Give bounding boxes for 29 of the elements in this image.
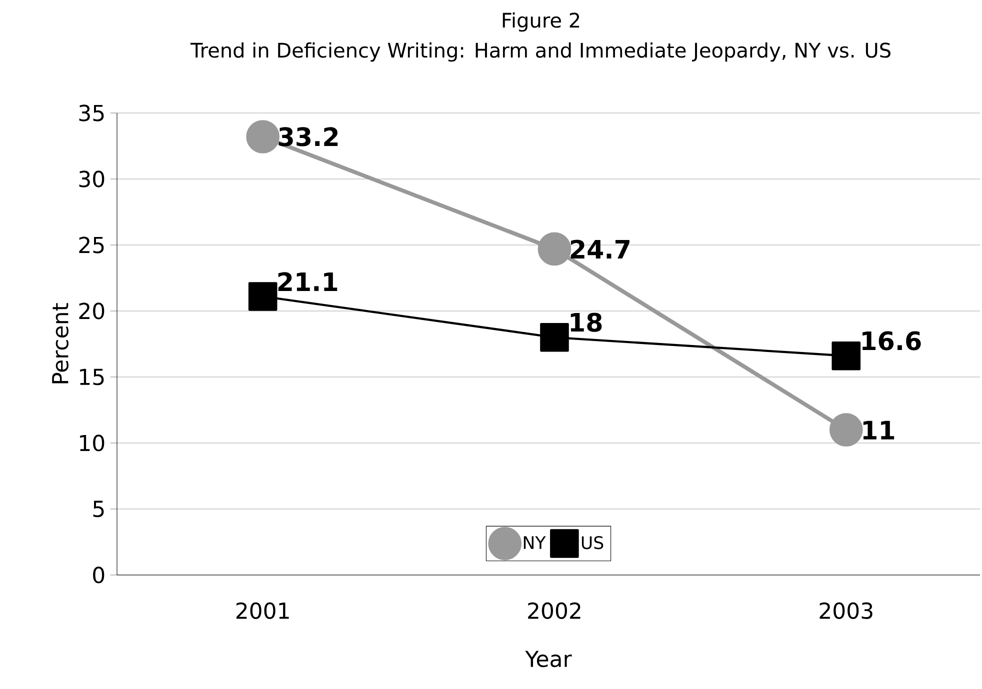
x-tick-label: 2001: [236, 602, 289, 620]
y-axis-title: Percent: [52, 303, 68, 384]
data-label: 33.2: [278, 127, 338, 146]
y-tick-label: 25: [79, 236, 104, 254]
x-tick-label: 2003: [820, 602, 872, 620]
point: [829, 413, 863, 446]
legend-label: US: [582, 536, 604, 550]
y-tick-label: 15: [80, 368, 104, 386]
y-tick-label: 10: [80, 434, 104, 452]
x-tick-label: 2002: [528, 602, 580, 620]
data-label: 16.6: [862, 331, 921, 350]
chart-subtitle: Trend in Deficiency Writing: Harm and Immediate Jeopardy, NY vs. US: [190, 42, 890, 62]
legend-label: NY: [524, 536, 546, 549]
data-label: 18: [570, 312, 602, 332]
point: [246, 120, 280, 154]
point: [538, 232, 572, 266]
point: [540, 322, 569, 352]
data-label: 24.7: [570, 240, 630, 259]
y-tick-label: 20: [79, 302, 104, 320]
y-tick-label: 0: [93, 566, 104, 584]
x-axis-title: Year: [525, 650, 572, 668]
point: [248, 282, 278, 311]
y-tick-label: 30: [79, 170, 104, 188]
y-tick-label: 35: [79, 104, 104, 122]
data-label: 21.1: [278, 272, 338, 291]
point: [832, 341, 861, 370]
y-tick-label: 5: [93, 500, 104, 518]
data-label: 11: [863, 420, 894, 440]
chart-title: Figure 2: [502, 12, 580, 32]
